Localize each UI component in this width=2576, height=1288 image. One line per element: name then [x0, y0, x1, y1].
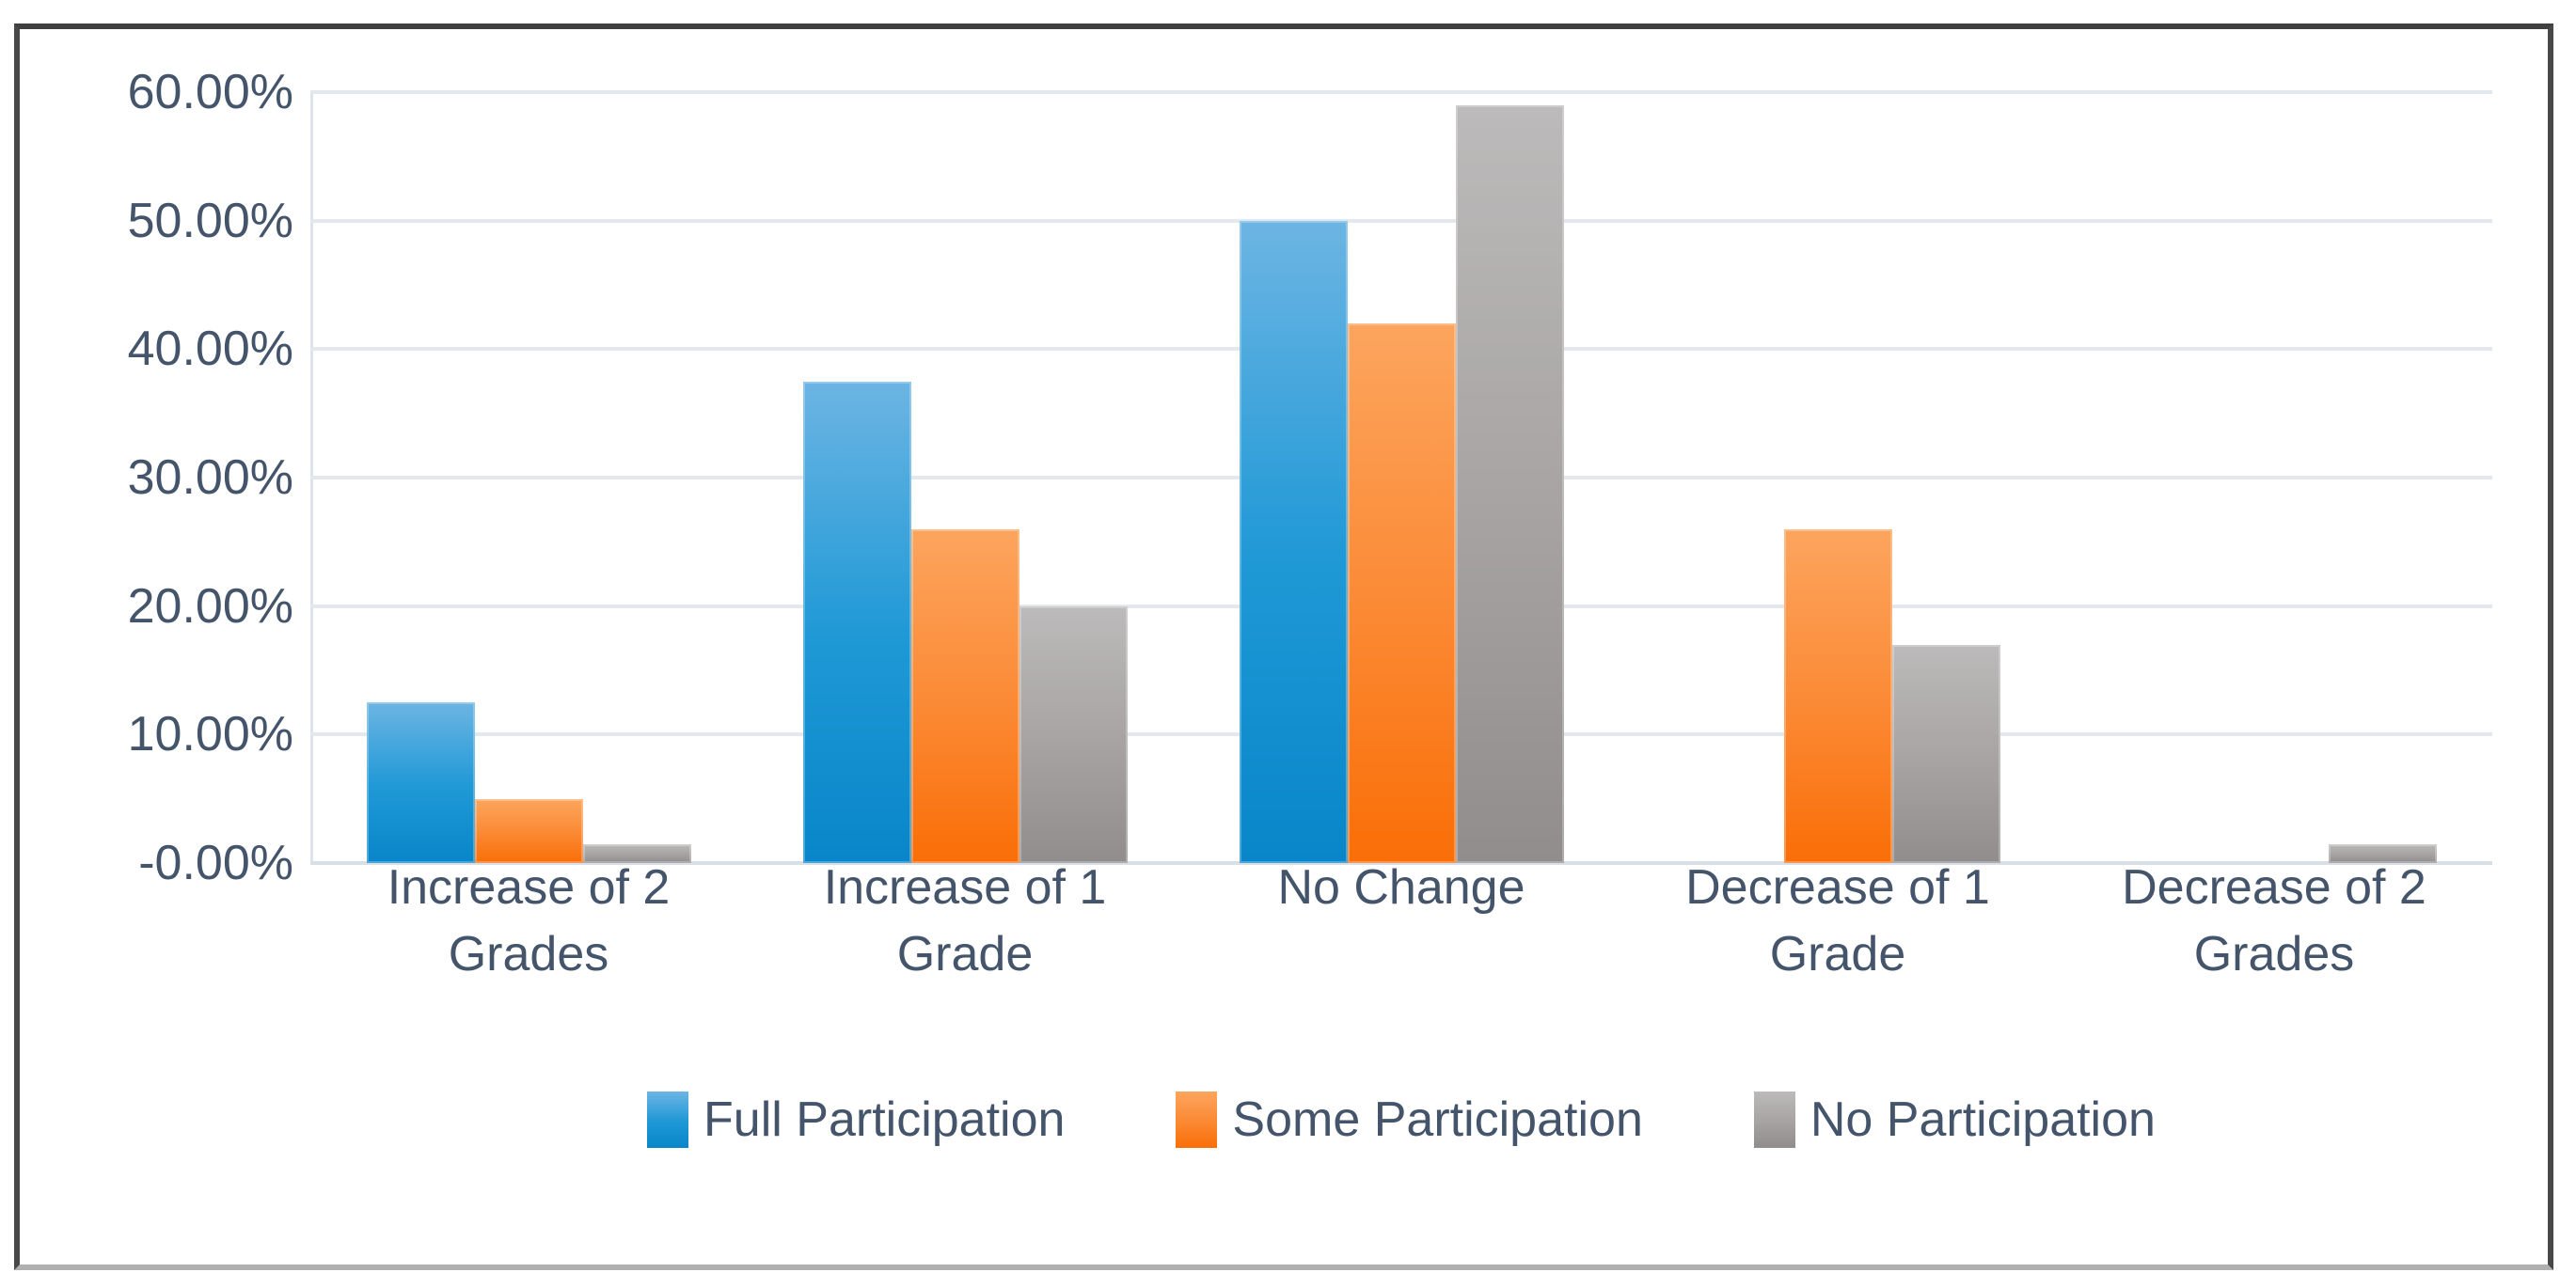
legend-swatch-full-participation	[647, 1092, 689, 1148]
bar-some-participation-increase-of-1-grade	[910, 528, 1019, 863]
y-tick-label-20: 20.00%	[127, 578, 293, 634]
legend: Full Participation Some Participation No P…	[310, 1068, 2492, 1171]
gridline-50	[310, 218, 2492, 223]
bar-no-participation-decrease-of-2-grades	[2328, 843, 2437, 863]
y-tick-label-30: 30.00%	[127, 450, 293, 505]
legend-swatch-some-participation	[1176, 1092, 1218, 1148]
x-category-label-decrease-of-1-grade: Decrease of 1 Grade	[1620, 855, 2056, 988]
chart-frame: Full Participation Some Participation No P…	[14, 24, 2553, 1270]
legend-item-some-participation: Some Participation	[1176, 1092, 1643, 1148]
x-category-label-text: No Change	[1277, 860, 1525, 915]
plot-area	[310, 90, 2492, 865]
x-category-label-increase-of-1-grade: Increase of 1 Grade	[747, 855, 1183, 988]
x-category-label-text: Increase of 2 Grades	[387, 860, 671, 982]
gridline-0	[310, 861, 2492, 865]
y-tick-label-10: 10.00%	[127, 707, 293, 762]
legend-item-full-participation: Full Participation	[647, 1092, 1065, 1148]
x-category-label-increase-of-2-grades: Increase of 2 Grades	[310, 855, 747, 988]
x-category-label-no-change: No Change	[1183, 855, 1620, 921]
legend-label-some-participation: Some Participation	[1232, 1092, 1643, 1147]
bar-some-participation-increase-of-2-grades	[474, 798, 583, 863]
legend-swatch-no-participation	[1753, 1092, 1795, 1148]
bar-full-participation-no-change	[1239, 220, 1348, 863]
y-tick-label-60: 60.00%	[127, 65, 293, 119]
bar-no-participation-increase-of-1-grade	[1019, 605, 1128, 863]
bar-no-participation-no-change	[1455, 104, 1564, 863]
bar-no-participation-decrease-of-1-grade	[1891, 644, 2000, 863]
bar-full-participation-increase-of-2-grades	[366, 702, 475, 863]
bar-no-participation-increase-of-2-grades	[582, 843, 691, 863]
x-category-label-decrease-of-2-grades: Decrease of 2 Grades	[2056, 855, 2492, 988]
x-category-label-text: Decrease of 2 Grades	[2122, 860, 2426, 982]
x-category-label-text: Increase of 1 Grade	[823, 860, 1107, 982]
legend-item-no-participation: No Participation	[1753, 1092, 2156, 1148]
bar-some-participation-no-change	[1347, 323, 1456, 863]
gridline-60	[310, 90, 2492, 94]
y-tick-label-40: 40.00%	[127, 322, 293, 377]
y-tick-label-50: 50.00%	[127, 193, 293, 248]
y-tick-label-0: -0.00%	[138, 836, 293, 890]
bar-full-participation-increase-of-1-grade	[802, 381, 911, 863]
legend-label-no-participation: No Participation	[1810, 1092, 2156, 1147]
x-category-label-text: Decrease of 1 Grade	[1685, 860, 1990, 982]
legend-label-full-participation: Full Participation	[703, 1092, 1066, 1147]
bar-some-participation-decrease-of-1-grade	[1783, 528, 1892, 863]
